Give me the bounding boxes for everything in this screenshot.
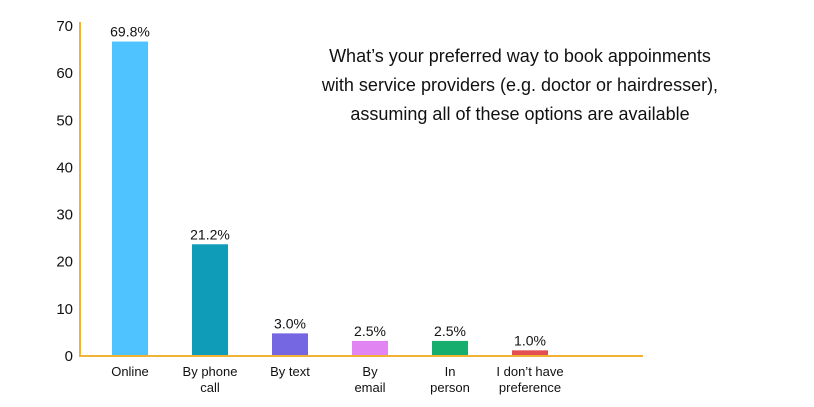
x-category-label: person xyxy=(430,380,470,395)
y-tick-label: 0 xyxy=(65,348,73,365)
y-tick-label: 10 xyxy=(56,301,73,318)
y-tick-label: 40 xyxy=(56,159,73,176)
chart-title-line-3: assuming all of these options are availa… xyxy=(350,104,690,124)
data-label: 69.8% xyxy=(110,24,150,40)
data-label: 3.0% xyxy=(274,315,306,331)
x-category-label: By text xyxy=(270,364,310,379)
y-tick-label: 30 xyxy=(56,207,73,224)
x-category-label: call xyxy=(200,380,220,395)
data-label: 2.5% xyxy=(434,323,466,339)
data-label: 21.2% xyxy=(190,226,230,242)
x-category-label: In xyxy=(445,364,456,379)
x-category-label: Online xyxy=(111,364,149,379)
data-label: 2.5% xyxy=(354,323,386,339)
chart-title: What’s your preferred way to book appoin… xyxy=(280,42,760,129)
x-category-label: email xyxy=(354,380,385,395)
x-category-label: By xyxy=(362,364,378,379)
x-category-label: I don’t have xyxy=(496,364,563,379)
data-label: 1.0% xyxy=(514,332,546,348)
bar xyxy=(272,333,308,356)
y-tick-label: 50 xyxy=(56,112,73,129)
y-tick-label: 60 xyxy=(56,65,73,82)
chart-title-line-1: What’s your preferred way to book appoin… xyxy=(329,46,711,66)
y-tick-label: 20 xyxy=(56,254,73,271)
bar xyxy=(112,41,148,357)
x-category-label: preference xyxy=(499,380,561,395)
bar xyxy=(352,340,388,356)
bar xyxy=(432,340,468,356)
bar xyxy=(192,244,228,356)
x-category-label: By phone xyxy=(183,364,238,379)
chart-title-line-2: with service providers (e.g. doctor or h… xyxy=(321,75,719,95)
bar xyxy=(512,350,548,356)
y-tick-label: 70 xyxy=(56,18,73,35)
